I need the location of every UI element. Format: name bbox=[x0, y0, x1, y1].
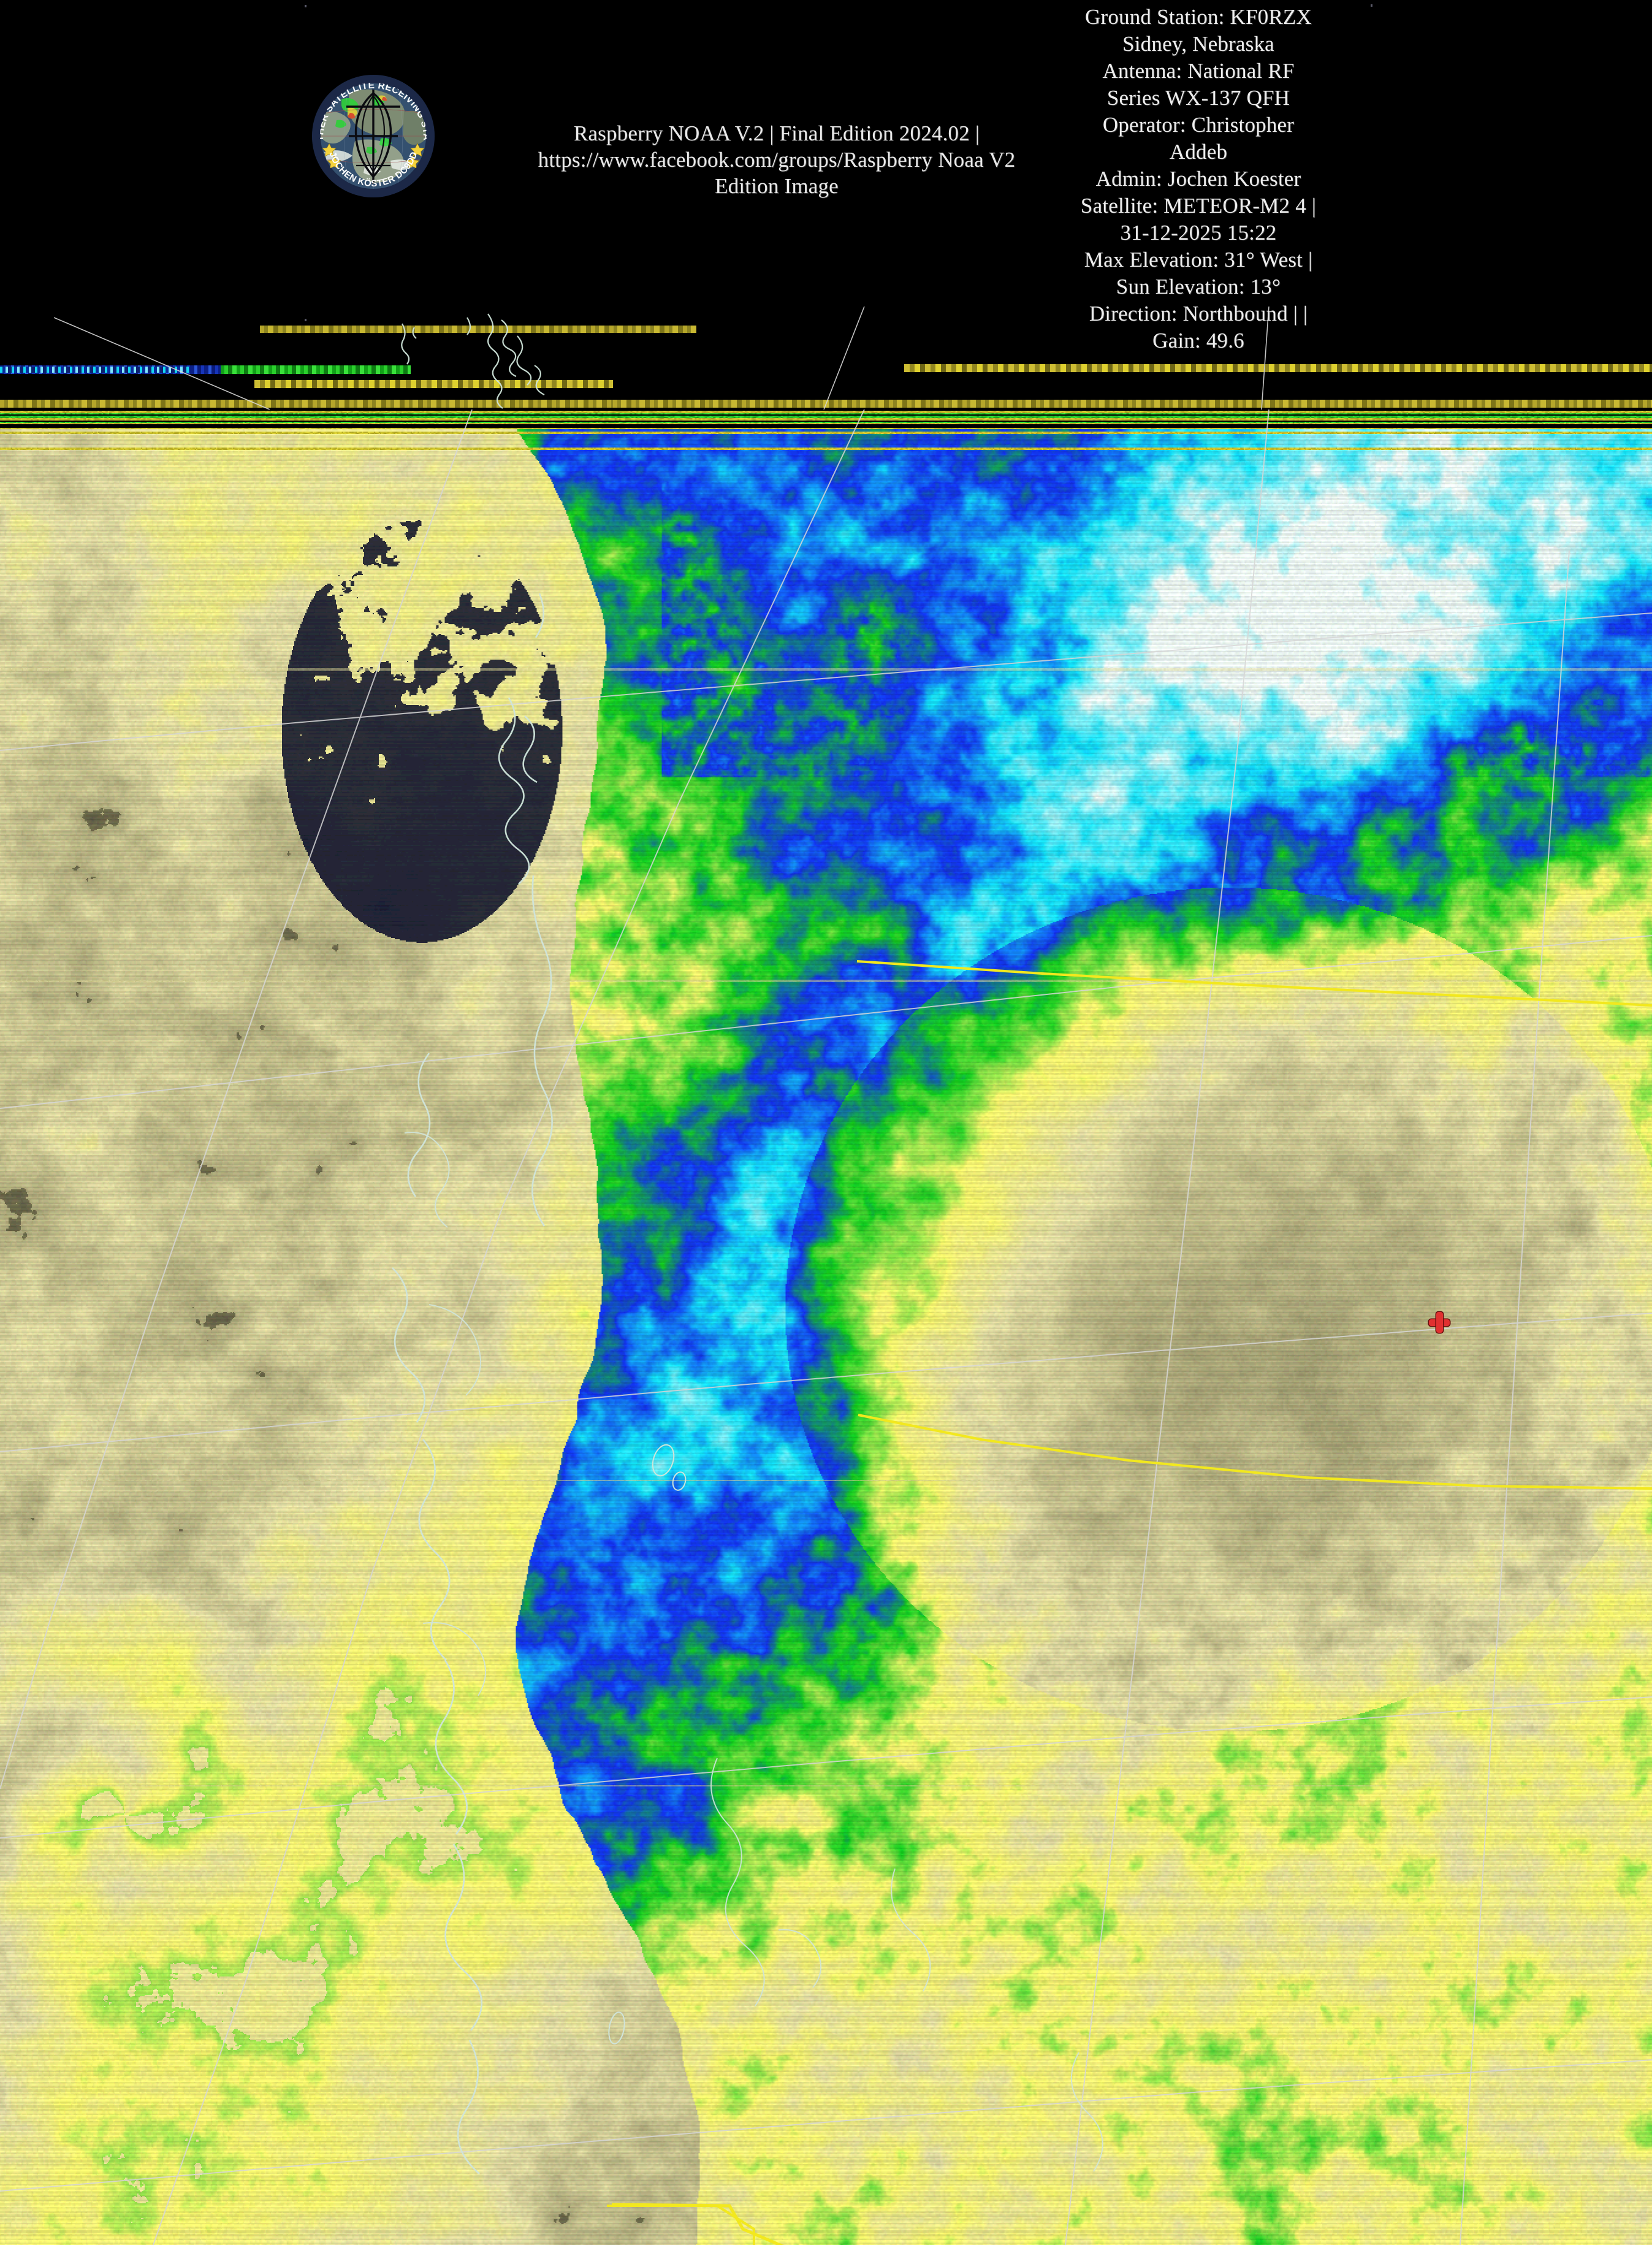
glitch-stripe bbox=[904, 364, 1652, 372]
gain-line: Gain: 49.6 bbox=[1152, 329, 1244, 353]
marker-vertical-bar bbox=[1436, 1312, 1443, 1333]
max-elevation-line: Max Elevation: 31° West | bbox=[1084, 248, 1313, 272]
operator-line: Operator: Christopher bbox=[1102, 113, 1295, 137]
ground-station-location-marker bbox=[1429, 1312, 1450, 1333]
noise-pixel bbox=[305, 5, 306, 7]
satellite-pixel-data bbox=[0, 410, 1652, 2245]
station-logo-badge: WEATHER SATELLITE RECEIVING STATION JOCH… bbox=[312, 75, 435, 197]
admin-line: Admin: Jochen Koester bbox=[1095, 167, 1301, 191]
sun-elevation-line: Sun Elevation: 13° bbox=[1116, 275, 1281, 299]
qfh-antenna-icon bbox=[346, 90, 400, 184]
image-header-bar: WEATHER SATELLITE RECEIVING STATION JOCH… bbox=[0, 0, 1652, 353]
operator-line-cont: Addeb bbox=[1169, 140, 1228, 164]
noise-pixel bbox=[305, 319, 306, 321]
ground-station-line: Ground Station: KF0RZX bbox=[1085, 5, 1312, 29]
badge-graphics: WEATHER SATELLITE RECEIVING STATION JOCH… bbox=[312, 75, 432, 189]
glitch-stripe bbox=[613, 400, 1652, 408]
location-line: Sidney, Nebraska bbox=[1122, 32, 1274, 56]
glitch-stripe bbox=[0, 367, 190, 373]
badge-stars bbox=[322, 143, 425, 169]
station-metadata-text: Ground Station: KF0RZX Sidney, Nebraska … bbox=[1067, 4, 1330, 354]
glitch-coastline-fragments bbox=[53, 307, 1269, 410]
credit-line-1: Raspberry NOAA V.2 | Final Edition 2024.… bbox=[573, 121, 980, 145]
antenna-line: Antenna: National RF bbox=[1102, 59, 1295, 83]
glitch-stripe bbox=[0, 400, 613, 408]
noise-pixel bbox=[1371, 4, 1372, 7]
pass-datetime-line: 31-12-2025 15:22 bbox=[1120, 221, 1277, 245]
software-credit-text: Raspberry NOAA V.2 | Final Edition 2024.… bbox=[473, 120, 1080, 199]
signal-sync-loss-band bbox=[0, 307, 1652, 410]
direction-line: Direction: Northbound | | bbox=[1089, 302, 1308, 326]
credit-line-2: https://www.facebook.com/groups/Raspberr… bbox=[538, 148, 1016, 172]
glitch-stripe bbox=[254, 380, 613, 388]
glitch-stripe bbox=[260, 326, 696, 333]
satellite-false-color-image bbox=[0, 410, 1652, 2245]
antenna-series-line: Series WX-137 QFH bbox=[1106, 86, 1290, 110]
credit-line-3: Edition Image bbox=[715, 174, 839, 198]
satellite-line: Satellite: METEOR-M2 4 | bbox=[1080, 194, 1317, 218]
glitch-stripe bbox=[221, 365, 411, 374]
